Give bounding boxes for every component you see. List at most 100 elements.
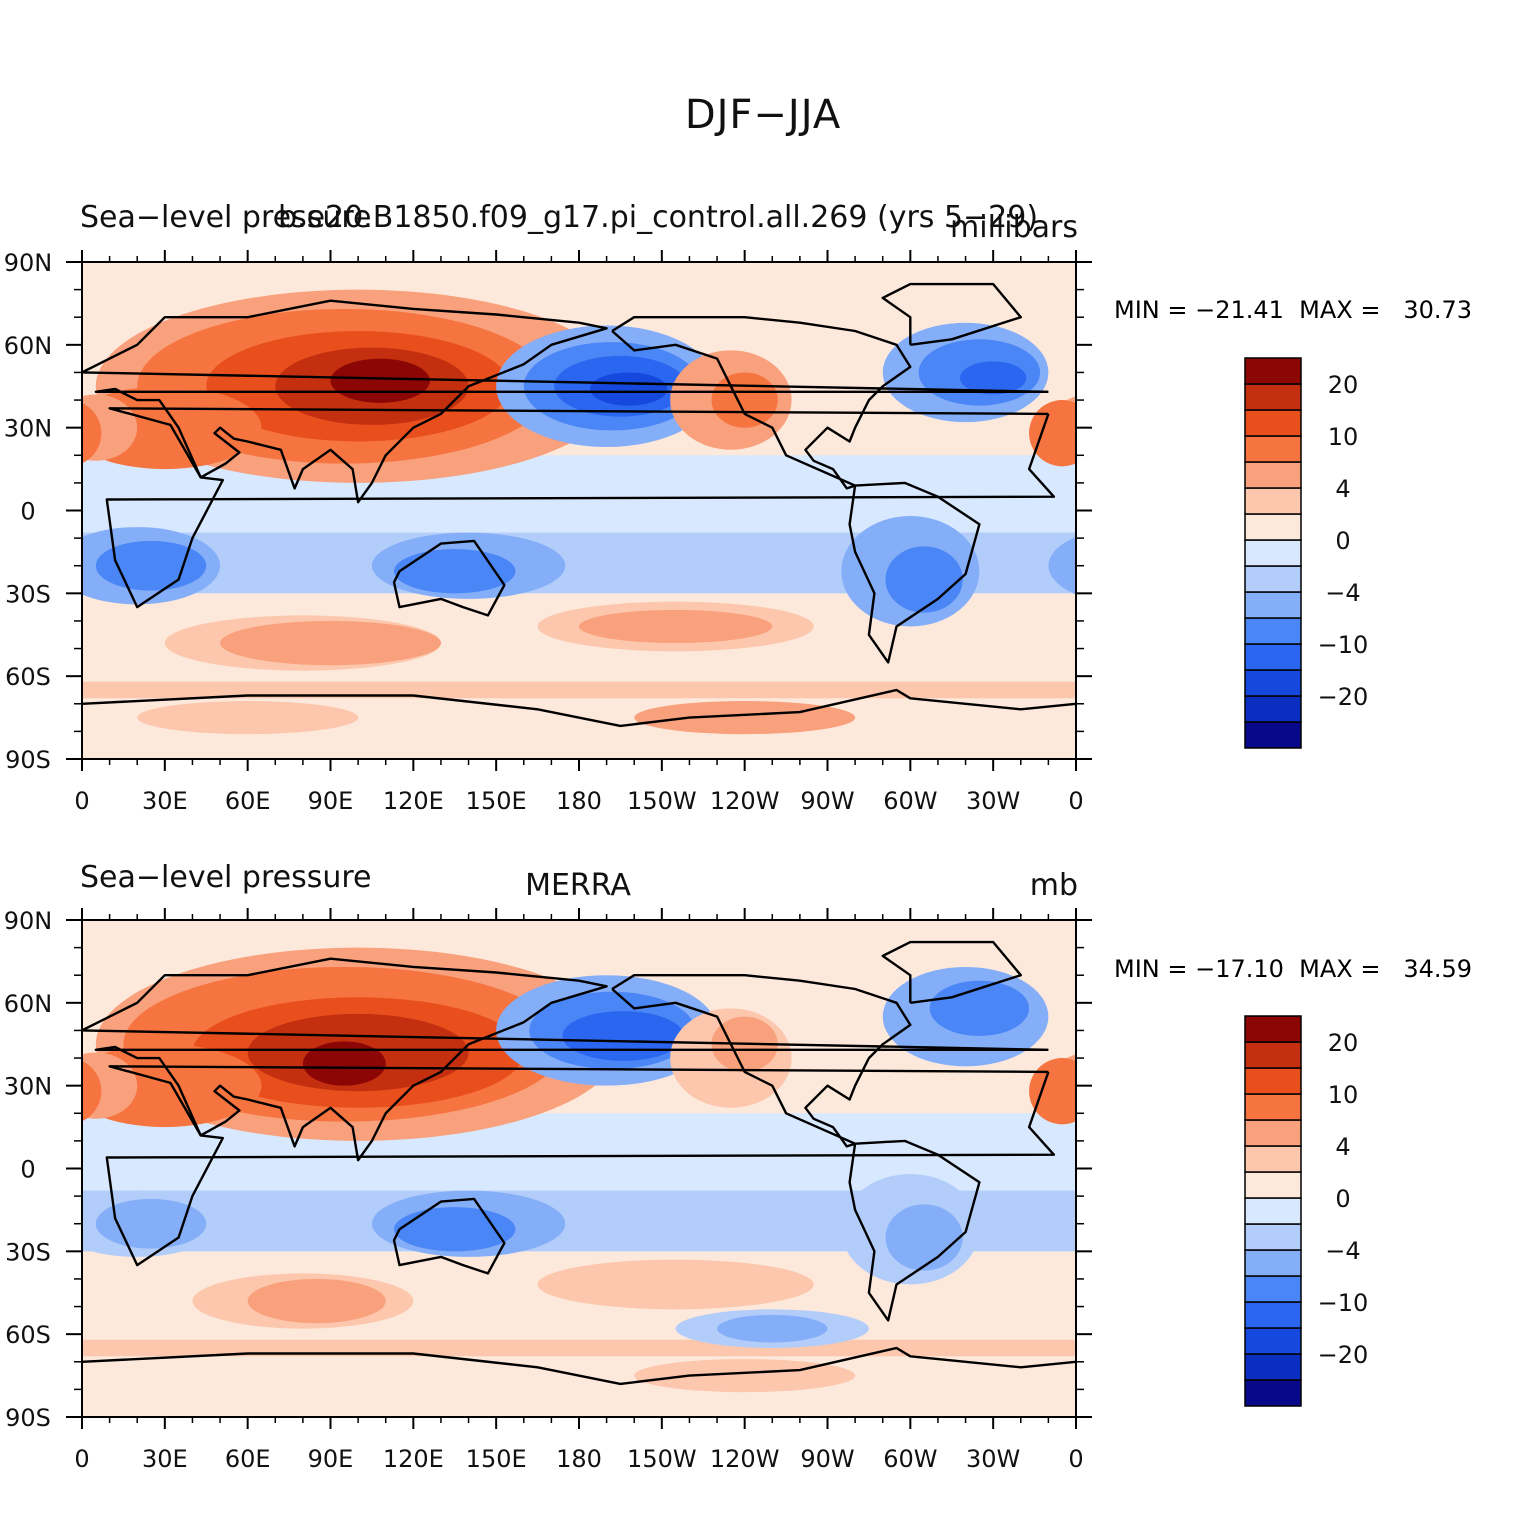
- colorbar-box: [1244, 1171, 1302, 1199]
- contour-patch: [634, 1359, 856, 1393]
- x-tick-label: 60E: [225, 787, 271, 815]
- x-tick-label: 120E: [383, 1445, 444, 1473]
- contour-patch: [137, 701, 359, 735]
- colorbar-1: −20 −10 −4 0 4 10 20: [1244, 357, 1369, 749]
- x-tick-label: 30W: [966, 1445, 1020, 1473]
- x-tick-label: 180: [556, 787, 602, 815]
- x-tick-label: 180: [556, 1445, 602, 1473]
- colorbar-label: 0: [1335, 527, 1350, 555]
- colorbar-box: [1244, 435, 1302, 463]
- colorbar-label: −10: [1318, 631, 1369, 659]
- coastline: [82, 957, 1049, 1162]
- colorbar-label: −20: [1318, 683, 1369, 711]
- y-tick-label: 60N: [4, 332, 53, 360]
- colorbar-box: [1244, 591, 1302, 619]
- contour-patch: [885, 546, 963, 613]
- colorbar-box: [1244, 643, 1302, 671]
- contour-patch: [82, 403, 102, 464]
- coastline: [82, 688, 1076, 728]
- colorbar-box: [1244, 1223, 1302, 1251]
- colorbar-box: [1244, 487, 1302, 515]
- contour-patch: [394, 1207, 516, 1252]
- panel1-minmax: MIN = −21.41 MAX = 30.73: [1114, 296, 1473, 324]
- panel2-center-string: MERRA: [525, 868, 631, 903]
- contour-patch: [711, 372, 778, 428]
- x-tick-label: 150E: [466, 787, 527, 815]
- colorbar-label: 20: [1328, 371, 1359, 399]
- contour-patch: [634, 701, 856, 735]
- contour-field: [82, 920, 1076, 1417]
- x-tick-label: 150E: [466, 1445, 527, 1473]
- coastline: [105, 1065, 1056, 1267]
- contour-patch: [330, 358, 430, 403]
- contour-patch: [579, 609, 773, 644]
- colorbar-box: [1244, 669, 1302, 697]
- colorbar-label: −20: [1318, 1341, 1369, 1369]
- x-tick-label: 30W: [966, 787, 1020, 815]
- colorbar-box: [1244, 513, 1302, 541]
- y-tick-label: 0: [20, 1156, 35, 1184]
- contour-patch: [220, 620, 441, 666]
- x-tick-label: 30E: [142, 787, 188, 815]
- colorbar-label: 4: [1335, 475, 1350, 503]
- x-tick-label: 0: [1068, 1445, 1083, 1473]
- y-tick-label: 90S: [5, 746, 51, 774]
- contour-patch: [537, 1259, 814, 1310]
- x-tick-label: 60W: [883, 787, 937, 815]
- x-tick-label: 120W: [710, 787, 780, 815]
- x-tick-label: 90E: [308, 787, 354, 815]
- colorbar-2: −20 −10 −4 0 4 10 20: [1244, 1015, 1369, 1407]
- x-tick-label: 150W: [627, 787, 697, 815]
- colorbar-label: 4: [1335, 1133, 1350, 1161]
- colorbar-label: 0: [1335, 1185, 1350, 1213]
- colorbar-box: [1244, 1379, 1302, 1407]
- x-tick-label: 60E: [225, 1445, 271, 1473]
- colorbar-box: [1244, 1197, 1302, 1225]
- colorbar-box: [1244, 1015, 1302, 1043]
- colorbar-box: [1244, 695, 1302, 723]
- x-tick-label: 150W: [627, 1445, 697, 1473]
- contour-patch: [1048, 1199, 1076, 1249]
- panel2-left-string: Sea−level pressure: [80, 860, 372, 895]
- colorbar-box: [1244, 1145, 1302, 1173]
- coastline: [611, 974, 912, 1148]
- y-tick-label: 0: [20, 498, 35, 526]
- y-tick-label: 90S: [5, 1404, 51, 1432]
- colorbar-box: [1244, 1275, 1302, 1303]
- coastline: [392, 1197, 506, 1275]
- y-tick-label: 90N: [4, 907, 53, 935]
- colorbar-box: [1244, 1093, 1302, 1121]
- panel1-right-string: millibars: [950, 210, 1078, 245]
- x-tick-label: 0: [74, 787, 89, 815]
- panel1-left-string: Sea−level pressure: [80, 200, 372, 235]
- contour-patch: [929, 980, 1030, 1036]
- contour-patch: [717, 1314, 828, 1343]
- colorbar-box: [1244, 1119, 1302, 1147]
- colorbar-box: [1244, 461, 1302, 489]
- x-tick-label: 120W: [710, 1445, 780, 1473]
- colorbar-label: 20: [1328, 1029, 1359, 1057]
- contour-patch: [960, 361, 1027, 395]
- colorbar-box: [1244, 1353, 1302, 1381]
- map-panel-1: 0 30E 60E 90E 120E 150E 180 150W 120W 90W 60W 30W 09…: [4, 249, 1369, 815]
- contour-patch: [1029, 400, 1076, 467]
- y-tick-label: 90N: [4, 249, 53, 277]
- contour-patch: [302, 1041, 386, 1086]
- y-tick-label: 30N: [4, 1073, 53, 1101]
- colorbar-box: [1244, 1249, 1302, 1277]
- coastline: [105, 407, 1056, 609]
- x-tick-label: 30E: [142, 1445, 188, 1473]
- coastline: [881, 940, 1022, 1004]
- colorbar-box: [1244, 1327, 1302, 1355]
- colorbar-box: [1244, 721, 1302, 749]
- contour-patch: [562, 1011, 684, 1061]
- x-tick-label: 60W: [883, 1445, 937, 1473]
- y-tick-label: 60S: [5, 1321, 51, 1349]
- colorbar-box: [1244, 617, 1302, 645]
- x-tick-label: 0: [1068, 787, 1083, 815]
- x-tick-label: 90W: [800, 787, 854, 815]
- coastline: [848, 481, 981, 664]
- contour-patch: [885, 1204, 963, 1271]
- y-tick-label: 30S: [5, 1238, 51, 1266]
- colorbar-box: [1244, 565, 1302, 593]
